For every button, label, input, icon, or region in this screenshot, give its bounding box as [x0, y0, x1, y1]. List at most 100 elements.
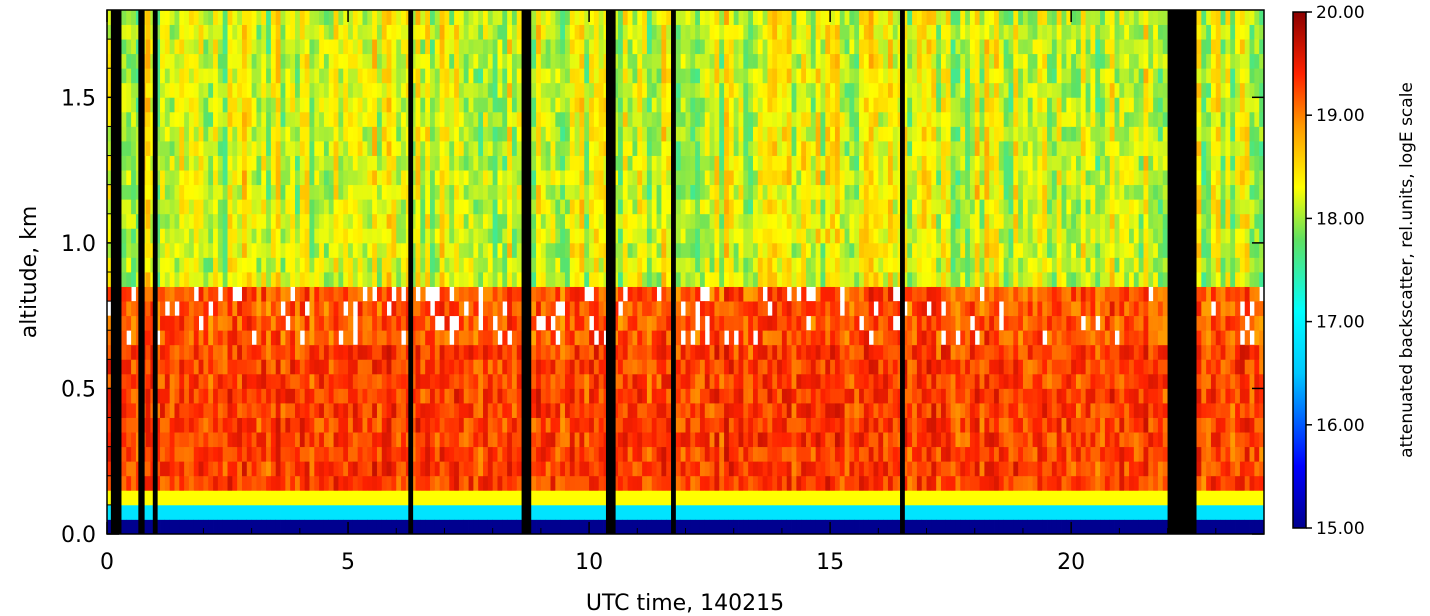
heatmap-cell: [656, 257, 662, 273]
heatmap-cell: [478, 475, 484, 491]
heatmap-cell: [728, 257, 735, 273]
heatmap-cell: [675, 359, 682, 375]
heatmap-cell: [213, 97, 219, 113]
heatmap-cell: [232, 301, 238, 317]
heatmap-cell: [545, 242, 551, 258]
heatmap-cell: [618, 432, 624, 448]
heatmap-cell: [232, 184, 238, 200]
heatmap-cell: [430, 315, 436, 331]
heatmap-cell: [463, 199, 469, 215]
heatmap-cell: [473, 403, 479, 418]
heatmap-cell: [642, 213, 648, 229]
heatmap-cell: [266, 403, 272, 418]
heatmap-cell: [511, 461, 518, 477]
heatmap-cell: [637, 359, 643, 375]
heatmap-cell: [772, 141, 778, 156]
heatmap-cell: [767, 228, 773, 244]
heatmap-cell: [646, 490, 653, 506]
heatmap-cell: [410, 286, 416, 302]
heatmap-cell: [767, 39, 773, 55]
heatmap-cell: [275, 257, 281, 273]
heatmap-cell: [743, 155, 749, 171]
heatmap-cell: [184, 141, 190, 156]
heatmap-cell: [174, 82, 180, 98]
heatmap-cell: [511, 39, 518, 55]
heatmap-cell: [651, 417, 657, 433]
heatmap-cell: [266, 315, 272, 331]
heatmap-cell: [656, 504, 662, 520]
heatmap-cell: [632, 373, 638, 389]
heatmap-cell: [381, 359, 388, 375]
heatmap-cell: [439, 213, 445, 229]
heatmap-cell: [661, 10, 667, 25]
heatmap-cell: [391, 126, 397, 142]
heatmap-cell: [492, 286, 498, 302]
heatmap-cell: [724, 490, 730, 506]
heatmap-cell: [584, 403, 590, 418]
heatmap-cell: [319, 315, 325, 331]
heatmap-cell: [126, 490, 132, 506]
heatmap-cell: [574, 432, 580, 448]
heatmap-cell: [743, 344, 749, 360]
heatmap-cell: [487, 199, 494, 215]
heatmap-cell: [473, 170, 479, 186]
heatmap-cell: [589, 344, 595, 360]
heatmap-cell: [174, 68, 180, 84]
heatmap-cell: [439, 446, 445, 462]
heatmap-cell: [362, 184, 368, 200]
heatmap-cell: [280, 315, 286, 331]
heatmap-cell: [463, 344, 469, 360]
heatmap-cell: [695, 141, 701, 156]
heatmap-cell: [174, 213, 180, 229]
heatmap-cell: [227, 141, 233, 156]
heatmap-cell: [401, 242, 407, 258]
heatmap-cell: [280, 403, 286, 418]
heatmap-cell: [743, 10, 749, 25]
heatmap-cell: [222, 228, 228, 244]
heatmap-cell: [458, 359, 465, 375]
heatmap-cell: [618, 461, 624, 477]
heatmap-cell: [285, 213, 291, 229]
heatmap-cell: [757, 111, 764, 127]
heatmap-cell: [574, 111, 580, 127]
heatmap-cell: [372, 446, 378, 462]
heatmap-cell: [155, 519, 161, 535]
heatmap-cell: [275, 461, 281, 477]
heatmap-cell: [198, 446, 204, 462]
heatmap-cell: [507, 141, 513, 156]
heatmap-cell: [777, 242, 783, 258]
heatmap-cell: [738, 111, 744, 127]
heatmap-cell: [781, 97, 788, 113]
heatmap-cell: [748, 301, 754, 317]
heatmap-cell: [107, 53, 113, 69]
heatmap-cell: [738, 10, 744, 25]
heatmap-cell: [651, 53, 657, 69]
heatmap-cell: [622, 272, 629, 287]
heatmap-cell: [748, 286, 754, 302]
heatmap-cell: [430, 155, 436, 171]
heatmap-cell: [574, 359, 580, 375]
heatmap-cell: [618, 228, 624, 244]
heatmap-cell: [131, 82, 137, 98]
heatmap-cell: [280, 184, 286, 200]
heatmap-cell: [439, 344, 445, 360]
heatmap-cell: [261, 475, 267, 491]
heatmap-cell: [458, 286, 465, 302]
heatmap-cell: [415, 330, 421, 346]
heatmap-cell: [449, 257, 455, 273]
heatmap-cell: [772, 184, 778, 200]
heatmap-cell: [656, 242, 662, 258]
heatmap-cell: [454, 141, 460, 156]
heatmap-cell: [613, 97, 619, 113]
heatmap-cell: [227, 461, 233, 477]
heatmap-cell: [396, 359, 402, 375]
heatmap-cell: [685, 126, 691, 142]
heatmap-cell: [160, 417, 166, 433]
heatmap-cell: [690, 301, 696, 317]
heatmap-cell: [622, 344, 629, 360]
heatmap-cell: [203, 68, 209, 84]
heatmap-cell: [270, 97, 277, 113]
heatmap-cell: [338, 24, 344, 40]
heatmap-cell: [468, 39, 474, 55]
heatmap-cell: [516, 446, 522, 462]
